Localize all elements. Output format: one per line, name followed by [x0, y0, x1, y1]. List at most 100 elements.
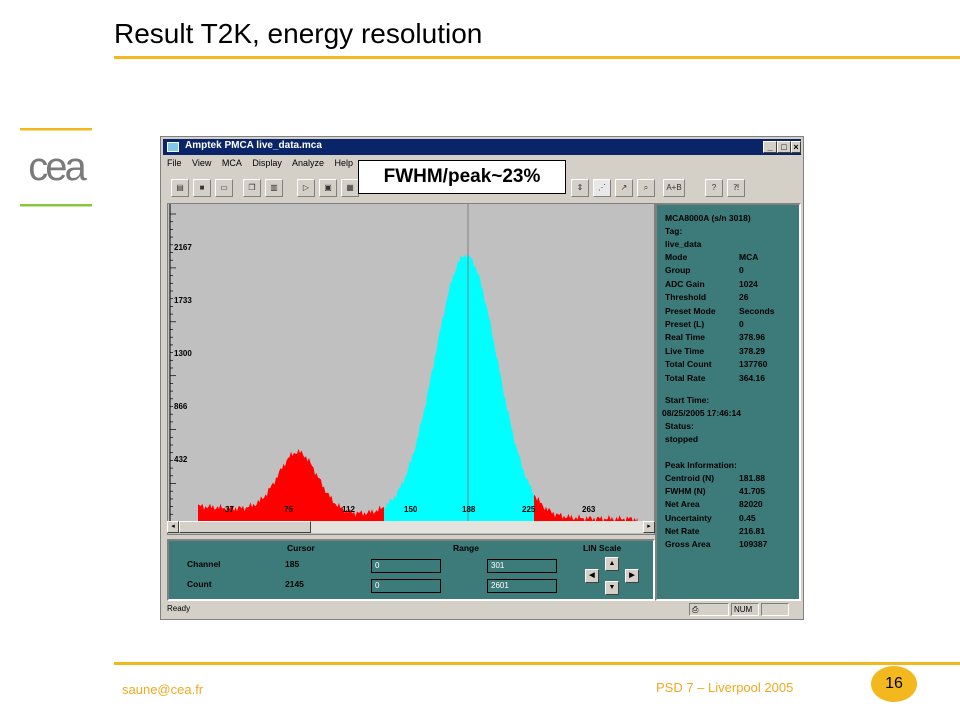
peak-value: 82020 — [739, 499, 763, 510]
info-value: Seconds — [739, 305, 775, 316]
y-tick-label: 2167 — [174, 243, 192, 252]
spectrum-right-region — [534, 494, 638, 522]
maximize-button[interactable]: □ — [777, 141, 791, 153]
peak-info-header: Peak Information: — [665, 460, 737, 470]
range-high-field[interactable]: 301 — [487, 559, 557, 573]
scroll-track[interactable] — [311, 521, 643, 533]
menu-display[interactable]: Display — [252, 158, 282, 168]
line-icon[interactable]: ↗ — [615, 179, 633, 197]
range-low-field-2[interactable]: 0 — [371, 579, 441, 593]
range-header: Range — [453, 543, 479, 553]
y-tick-label: 1300 — [174, 349, 192, 358]
info-key: Threshold — [665, 292, 707, 303]
window-titlebar: Amptek PMCA live_data.mca _ □ × — [163, 139, 801, 155]
menu-file[interactable]: File — [167, 158, 182, 168]
status-value: stopped — [665, 434, 699, 444]
scroll-left-icon[interactable]: ◂ — [167, 521, 179, 533]
range-high-field-2[interactable]: 2601 — [487, 579, 557, 593]
peak-value: 109387 — [739, 539, 768, 549]
save-icon[interactable]: ■ — [193, 179, 211, 197]
scale-down-icon[interactable]: ▼ — [605, 581, 619, 595]
page-number: 16 — [871, 666, 917, 702]
info-row: Live Time 378.29 — [665, 346, 765, 356]
scroll-right-icon[interactable]: ▸ — [643, 521, 655, 533]
cea-logo: cea — [20, 128, 92, 207]
scroll-thumb[interactable] — [179, 521, 311, 533]
info-panel: MCA8000A (s/n 3018) Tag: live_data Mode M… — [655, 203, 801, 601]
menu-view[interactable]: View — [192, 158, 212, 168]
range-low-field[interactable]: 0 — [371, 559, 441, 573]
scale-right-icon[interactable]: ▶ — [625, 569, 639, 583]
menu-mca[interactable]: MCA — [221, 158, 242, 168]
scale-up-icon[interactable]: ▲ — [605, 557, 619, 571]
svg-text:cea: cea — [28, 145, 87, 189]
cursor-header: Cursor — [287, 543, 315, 553]
footer-rule — [114, 662, 960, 665]
print-icon[interactable]: ▭ — [215, 179, 233, 197]
clear-icon[interactable]: ▦ — [341, 179, 359, 197]
start-time-value: 08/25/2005 17:46:14 — [662, 408, 741, 418]
count-label: Count — [187, 579, 212, 589]
open-icon[interactable]: ▤ — [171, 179, 189, 197]
help-icon[interactable]: ? — [705, 179, 723, 197]
menu-analyze[interactable]: Analyze — [291, 158, 324, 168]
x-tick-label: 112 — [342, 505, 355, 514]
points-icon[interactable]: ⋰ — [593, 179, 611, 197]
info-row: ADC Gain 1024 — [665, 279, 758, 289]
x-tick-label: 75 — [284, 505, 293, 514]
add-spectra-button[interactable]: A+B — [663, 179, 685, 197]
close-button[interactable]: × — [791, 141, 801, 153]
info-key: Live Time — [665, 345, 705, 356]
title-rule — [114, 56, 960, 59]
peak-value: 181.88 — [739, 473, 765, 483]
peak-row: Uncertainty 0.45 — [665, 513, 756, 523]
y-tick-label: 1733 — [174, 296, 192, 305]
x-tick-label: 225 — [522, 505, 536, 514]
info-row: Preset (L) 0 — [665, 319, 744, 329]
spectrum-plot[interactable]: 2167 1733 1300 866 432 37 75 112 150 188… — [167, 203, 655, 535]
minimize-button[interactable]: _ — [763, 141, 777, 153]
printer-icon: ⎙ — [692, 605, 699, 614]
app-icon — [167, 142, 179, 152]
pmca-window: Amptek PMCA live_data.mca _ □ × File Vie… — [160, 136, 804, 620]
start-icon[interactable]: ▷ — [297, 179, 315, 197]
scale-left-icon[interactable]: ◀ — [585, 569, 599, 583]
info-value: 364.16 — [739, 372, 765, 383]
count-value: 2145 — [285, 579, 304, 589]
info-value: 1024 — [739, 278, 758, 289]
autoscale-icon[interactable]: ⇕ — [571, 179, 589, 197]
control-panel: Cursor Range LIN Scale Channel 185 Count… — [167, 539, 655, 601]
info-key: Group — [665, 265, 691, 276]
info-key: Real Time — [665, 332, 706, 343]
menubar: File View MCA Display Analyze Help — [167, 158, 361, 172]
zoom-icon[interactable]: ⌕ — [637, 179, 655, 197]
channel-label: Channel — [187, 559, 221, 569]
info-key: Preset (L) — [665, 319, 705, 329]
copy-icon[interactable]: ❐ — [243, 179, 261, 197]
info-value: 137760 — [739, 359, 768, 370]
info-value: 0 — [739, 319, 744, 329]
info-row: Total Rate 364.16 — [665, 373, 765, 383]
info-row: Threshold 26 — [665, 292, 748, 302]
x-tick-label: 150 — [404, 505, 418, 514]
context-help-icon[interactable]: ⁈ — [727, 179, 745, 197]
y-tick-label: 432 — [174, 455, 188, 464]
x-tick-label: 37 — [225, 505, 234, 514]
info-key: Total Rate — [665, 372, 706, 383]
info-value: MCA — [739, 252, 759, 262]
horizontal-scrollbar[interactable]: ◂ ▸ — [167, 521, 655, 533]
info-value: 26 — [739, 292, 749, 303]
scale-header: LIN Scale — [583, 543, 622, 553]
spectrum-roi-region — [384, 252, 534, 522]
report-icon[interactable]: ▥ — [265, 179, 283, 197]
peak-key: Uncertainty — [665, 512, 712, 523]
status-bar: Ready ⎙ NUM — [163, 603, 801, 617]
tag-label: Tag: — [665, 226, 683, 236]
info-row: Mode MCA — [665, 252, 758, 262]
stop-icon[interactable]: ▣ — [319, 179, 337, 197]
menu-help[interactable]: Help — [334, 158, 354, 168]
axis-ticks — [169, 204, 176, 522]
status-num: NUM — [731, 603, 759, 616]
peak-row: Net Area 82020 — [665, 499, 763, 509]
info-row: Preset Mode Seconds — [665, 306, 774, 316]
